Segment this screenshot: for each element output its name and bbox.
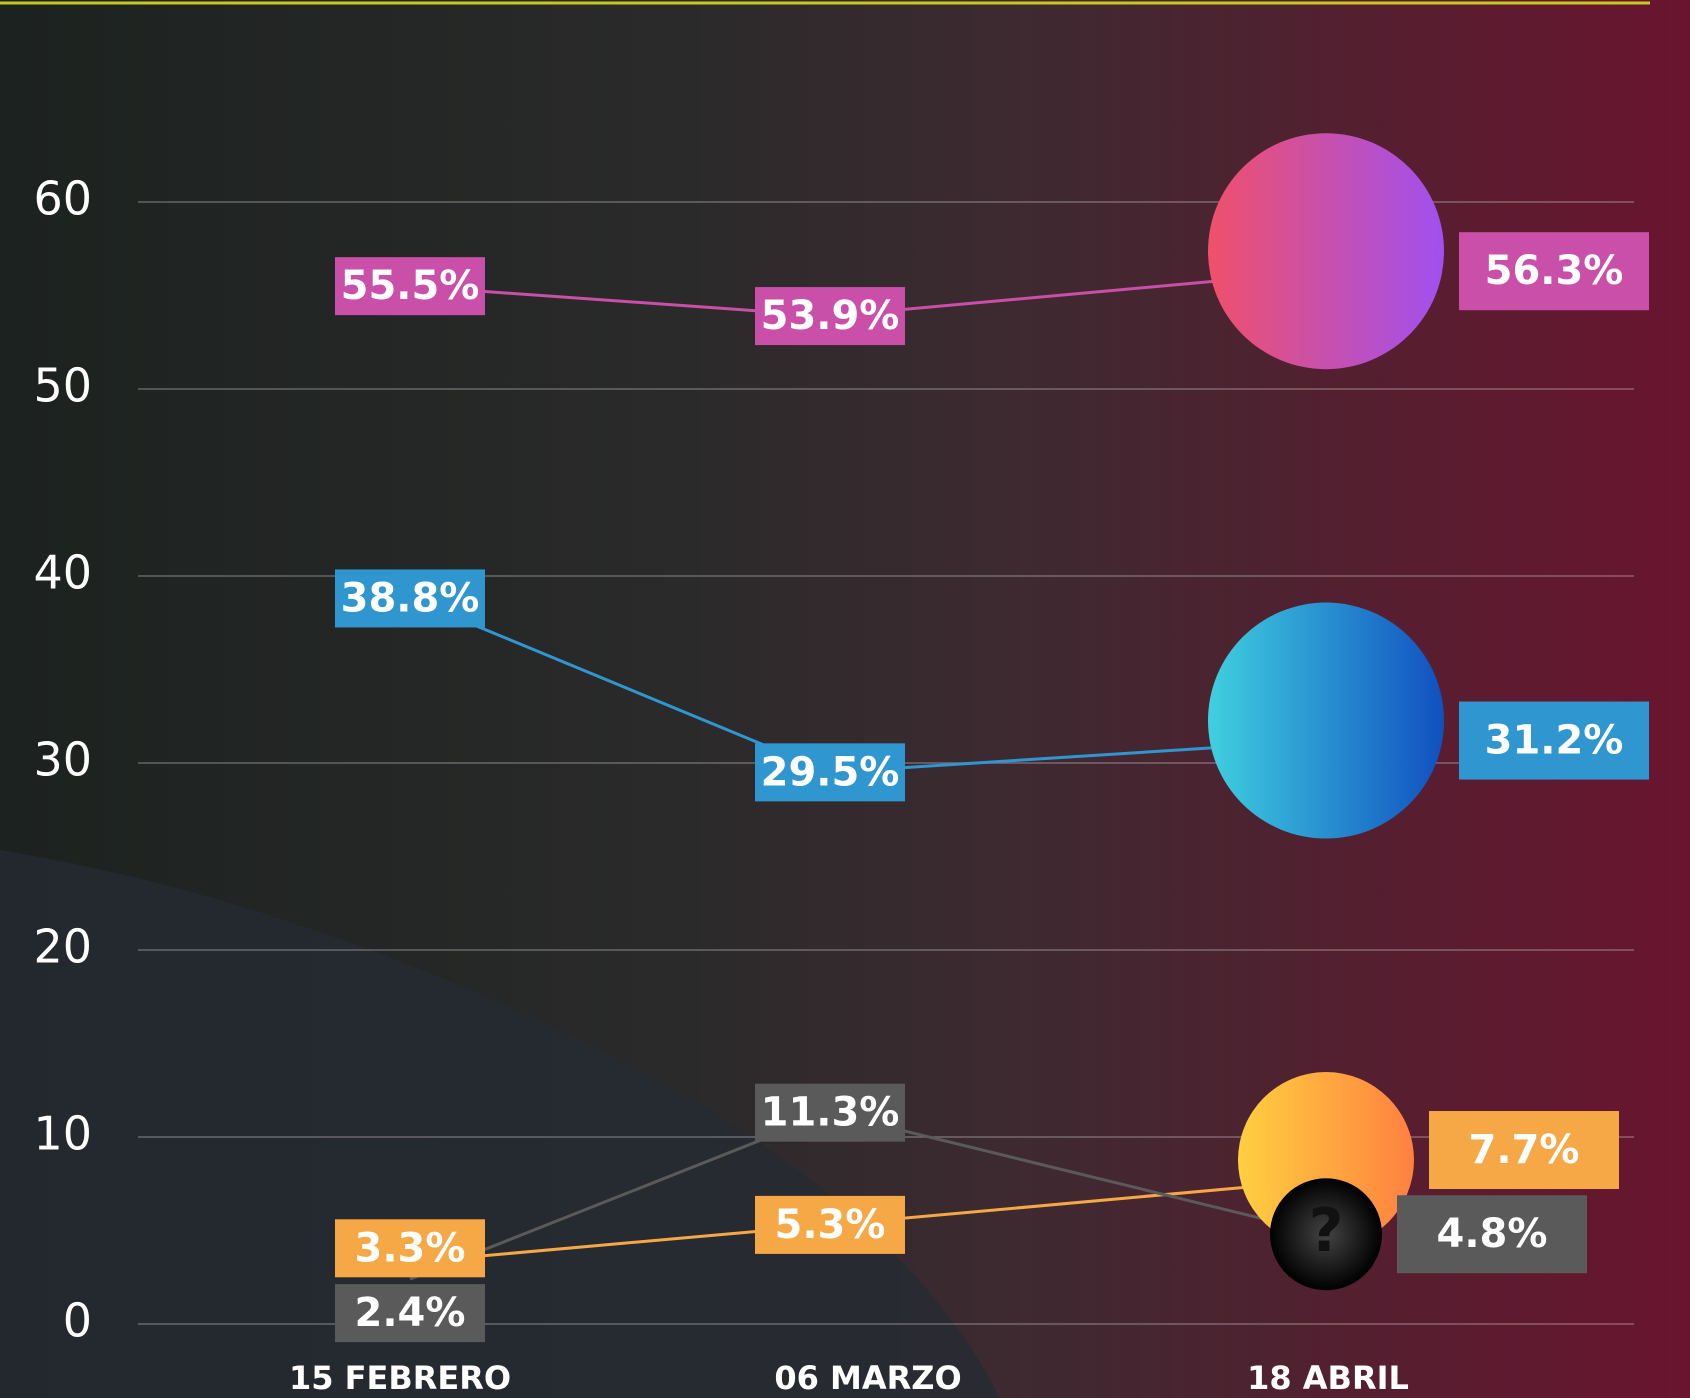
value-label: 38.8% <box>341 575 480 621</box>
x-tick-label: 18 ABRIL <box>1247 1359 1409 1397</box>
value-label: 7.7% <box>1469 1127 1580 1173</box>
unknown-mark: ? <box>1309 1196 1344 1266</box>
x-tick-label: 15 FEBRERO <box>289 1359 511 1397</box>
y-tick-label: 10 <box>33 1107 92 1161</box>
value-label: 31.2% <box>1485 718 1624 764</box>
y-tick-label: 50 <box>33 359 92 413</box>
y-tick-label: 60 <box>33 172 92 226</box>
value-label: 29.5% <box>761 749 900 795</box>
value-label: 2.4% <box>355 1290 466 1336</box>
value-label: 3.3% <box>355 1225 466 1271</box>
value-label: 5.3% <box>775 1202 886 1248</box>
value-label: 53.9% <box>761 293 900 339</box>
y-tick-label: 20 <box>33 920 92 974</box>
value-label: 4.8% <box>1437 1211 1548 1257</box>
x-tick-label: 06 MARZO <box>774 1359 961 1397</box>
page: 0 10 20 30 40 50 60 15 FEBRERO 06 MARZO 18 ABRIL?… <box>0 0 1690 1398</box>
y-tick-label: 30 <box>33 733 92 787</box>
y-tick-label: 40 <box>33 546 92 600</box>
chart: 0 10 20 30 40 50 60 15 FEBRERO 06 MARZO 18 ABRIL?… <box>0 0 1690 1398</box>
candidate-photo <box>1208 133 1444 369</box>
y-tick-label: 0 <box>63 1294 92 1348</box>
value-label: 56.3% <box>1485 248 1624 294</box>
value-label: 11.3% <box>761 1090 900 1136</box>
value-label: 55.5% <box>341 263 480 309</box>
candidate-photo <box>1208 603 1444 839</box>
